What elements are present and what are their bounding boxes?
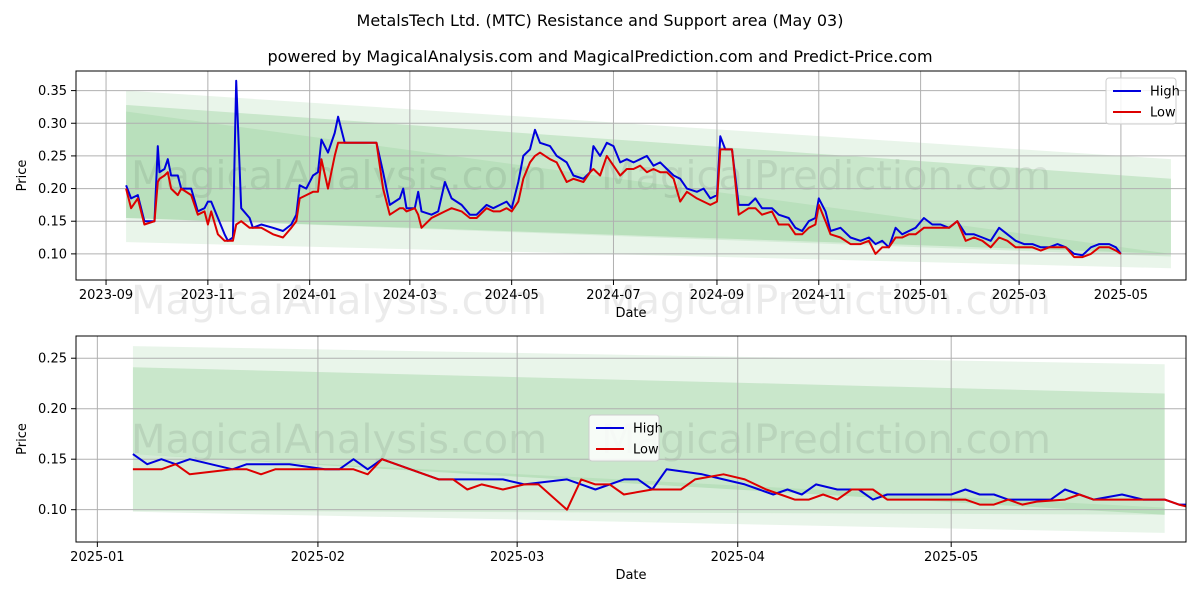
series-high-line <box>132 453 1186 506</box>
x-tick-label: 2023-09 <box>79 288 133 303</box>
x-tick-label: 2024-05 <box>484 288 538 303</box>
legend-label-high: High <box>1150 85 1180 100</box>
series-low-line <box>132 458 1186 511</box>
x-tick-label: 2025-03 <box>992 288 1046 303</box>
y-tick-label: 0.35 <box>38 84 67 99</box>
band-core <box>126 111 1171 257</box>
y-tick-label: 0.20 <box>38 182 67 197</box>
y-axis-label: Price <box>15 423 30 455</box>
x-tick-label: 2025-04 <box>711 550 765 565</box>
y-tick-label: 0.15 <box>38 453 67 468</box>
x-tick-label: 2025-03 <box>490 550 544 565</box>
x-tick-label: 2024-07 <box>586 288 640 303</box>
x-tick-label: 2025-02 <box>291 550 345 565</box>
x-axis-label: Date <box>615 568 646 583</box>
y-tick-label: 0.10 <box>38 503 67 518</box>
legend-label-low: Low <box>633 443 659 458</box>
watermark-left: MagicalAnalysis.com <box>131 417 547 463</box>
x-tick-label: 2025-05 <box>924 550 978 565</box>
watermark-left-lower: MagicalAnalysis.com <box>131 278 547 324</box>
band-outer <box>126 90 1171 269</box>
x-axis-label: Date <box>615 306 646 321</box>
y-tick-label: 0.25 <box>38 352 67 367</box>
legend: High Low <box>1105 77 1180 125</box>
series-low-line <box>125 141 1122 259</box>
x-tick-label: 2024-03 <box>383 288 437 303</box>
x-tick-label: 2024-01 <box>283 288 337 303</box>
y-axis-label: Price <box>15 160 30 192</box>
panel-full-history: MagicalAnalysis.com MagicalPrediction.com… <box>15 70 1187 324</box>
legend-label-low: Low <box>1150 106 1176 121</box>
watermark-right: MagicalPrediction.com <box>601 154 1051 200</box>
y-tick-label: 0.10 <box>38 247 67 262</box>
watermark-left: MagicalAnalysis.com <box>131 154 547 200</box>
watermark-right: MagicalPrediction.com <box>601 417 1051 463</box>
chart-title: MetalsTech Ltd. (MTC) Resistance and Sup… <box>357 11 844 30</box>
y-tick-label: 0.30 <box>38 117 67 132</box>
x-tick-label: 2025-05 <box>1094 288 1148 303</box>
x-tick-label: 2024-11 <box>792 288 846 303</box>
plot-frame <box>75 70 1187 281</box>
x-tick-label: 2023-11 <box>181 288 235 303</box>
x-tick-label: 2025-01 <box>70 550 124 565</box>
x-tick-label: 2025-01 <box>893 288 947 303</box>
y-tick-label: 0.20 <box>38 402 67 417</box>
chart-subtitle: powered by MagicalAnalysis.com and Magic… <box>267 47 932 66</box>
x-tick-label: 2024-09 <box>690 288 744 303</box>
panel-recent-zoom: MagicalAnalysis.com MagicalPrediction.com… <box>15 335 1187 583</box>
series-high-line <box>125 79 1122 257</box>
watermark-right-lower: MagicalPrediction.com <box>601 278 1051 324</box>
legend-label-high: High <box>633 422 663 437</box>
y-tick-label: 0.15 <box>38 215 67 230</box>
legend: High Low <box>588 414 663 462</box>
band-inner <box>126 104 1171 254</box>
plot-frame <box>75 335 1187 543</box>
plot-area: MagicalAnalysis.com MagicalPrediction.com <box>76 71 1186 280</box>
y-tick-label: 0.25 <box>38 149 67 164</box>
